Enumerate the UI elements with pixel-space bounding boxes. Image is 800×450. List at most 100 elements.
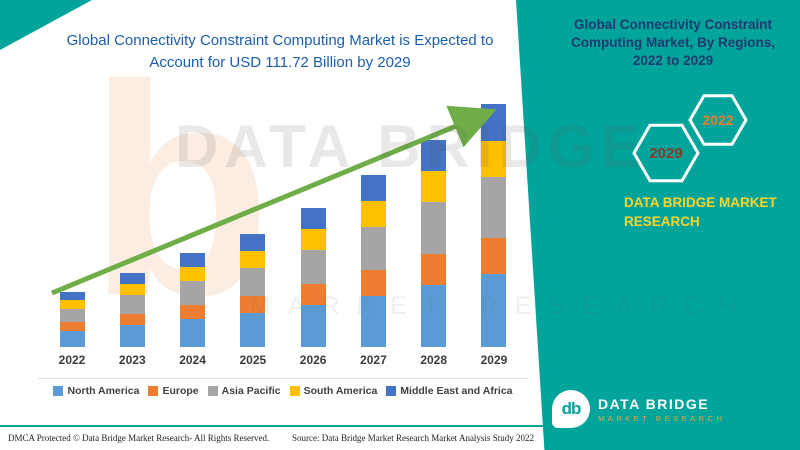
legend-label-europe: Europe [162, 385, 199, 397]
bar-2026 [285, 95, 341, 347]
bar-2029 [466, 95, 522, 347]
year-hexagons: 2029 2022 [632, 94, 748, 183]
bar-2028 [406, 95, 462, 347]
right-panel: Global Connectivity Constraint Computing… [516, 0, 800, 450]
bar-segment-south-america-2028 [421, 171, 447, 203]
bar-segment-europe-2022 [59, 322, 85, 331]
panel-heading: Global Connectivity Constraint Computing… [570, 17, 776, 69]
bar-segment-south-america-2026 [300, 228, 326, 250]
x-label-2025: 2025 [239, 353, 267, 367]
bar-segment-asia-pacific-2028 [421, 202, 447, 255]
chart-title: Global Connectivity Constraint Computing… [66, 32, 494, 71]
bar-stack-2024 [180, 253, 206, 347]
bar-segment-middle-east-and-africa-2025 [240, 234, 266, 252]
hexagon-year-2029: 2029 [649, 145, 682, 162]
bar-segment-south-america-2027 [360, 200, 386, 227]
bar-segment-north-america-2023 [119, 324, 145, 347]
bar-stack-2028 [421, 140, 447, 347]
bar-2024 [165, 95, 221, 347]
bar-segment-north-america-2022 [59, 330, 85, 347]
bar-segment-asia-pacific-2027 [360, 226, 386, 270]
legend-swatch-asia-pacific [207, 386, 218, 396]
legend-label-asia-pacific: Asia Pacific [221, 385, 281, 397]
dmca-notice: DMCA Protected © Data Bridge Market Rese… [8, 433, 270, 443]
corner-accent-triangle [0, 0, 92, 50]
legend-item-asia-pacific: Asia Pacific [207, 385, 281, 397]
bar-2023 [104, 95, 160, 347]
bar-segment-south-america-2024 [180, 267, 206, 282]
bar-segment-asia-pacific-2024 [180, 281, 206, 305]
hexagon-2029 [632, 123, 700, 183]
bar-segment-europe-2026 [300, 284, 326, 306]
logo-tagline: MARKET RESEARCH [598, 413, 726, 423]
x-label-2028: 2028 [420, 353, 448, 367]
bar-segment-south-america-2025 [240, 251, 266, 269]
bar-segment-asia-pacific-2022 [59, 308, 85, 323]
x-label-2024: 2024 [179, 353, 206, 367]
legend-item-north-america: North America [53, 385, 139, 397]
legend-label-south-america: South America [303, 385, 378, 397]
bar-segment-middle-east-and-africa-2026 [300, 207, 326, 229]
brand-text: DATA BRIDGE MARKET RESEARCH [624, 195, 777, 229]
bar-segment-north-america-2026 [300, 305, 326, 347]
x-label-2026: 2026 [299, 353, 327, 367]
bar-segment-middle-east-and-africa-2022 [59, 292, 85, 301]
bar-stack-2025 [240, 234, 266, 347]
legend-swatch-north-america [53, 386, 64, 396]
bar-segment-south-america-2029 [481, 140, 507, 178]
bar-segment-middle-east-and-africa-2028 [421, 140, 447, 172]
chart-area: 2022 2023 2024 2025 2026 2027 2028 2029 North A… [38, 95, 528, 407]
bar-segment-europe-2025 [240, 296, 266, 314]
bar-stack-2022 [59, 292, 85, 347]
x-label-2023: 2023 [118, 353, 146, 367]
legend-label-middle-east-and-africa: Middle East and Africa [400, 385, 513, 397]
logo-monogram-icon: db [552, 390, 590, 428]
bar-segment-south-america-2022 [59, 300, 85, 309]
x-label-2029: 2029 [480, 353, 508, 367]
logo-name: DATA BRIDGE [598, 395, 710, 412]
bar-2025 [225, 95, 281, 347]
bar-2027 [345, 95, 401, 347]
x-axis-labels: 2022 2023 2024 2025 2026 2027 2028 2029 [38, 353, 528, 367]
bar-segment-north-america-2028 [421, 285, 447, 347]
bar-segment-asia-pacific-2029 [481, 177, 507, 238]
bar-stack-2027 [360, 175, 386, 347]
bar-plot [38, 95, 528, 347]
bar-segment-europe-2028 [421, 254, 447, 286]
bar-segment-middle-east-and-africa-2024 [180, 253, 206, 268]
legend-item-south-america: South America [289, 385, 378, 397]
legend-label-north-america: North America [67, 385, 140, 397]
bar-segment-north-america-2025 [240, 313, 266, 347]
bar-segment-north-america-2024 [180, 319, 206, 347]
bar-segment-europe-2027 [360, 269, 386, 296]
bar-segment-asia-pacific-2026 [300, 249, 326, 285]
legend-swatch-south-america [289, 386, 300, 396]
hexagon-2022 [688, 94, 748, 146]
x-label-2027: 2027 [360, 353, 387, 367]
legend-item-middle-east-and-africa: Middle East and Africa [386, 385, 513, 397]
x-label-2022: 2022 [58, 353, 86, 367]
source-note: Source: Data Bridge Market Research Mark… [292, 433, 534, 443]
bar-segment-europe-2029 [481, 237, 507, 275]
logo-text: DATA BRIDGE MARKET RESEARCH [598, 396, 725, 423]
hexagon-year-2022: 2022 [702, 112, 733, 128]
bar-stack-2029 [481, 104, 507, 347]
chart-legend: North America Europe Asia Pacific South Ame… [38, 378, 528, 397]
bar-segment-middle-east-and-africa-2027 [360, 175, 386, 201]
bar-segment-europe-2024 [180, 304, 206, 319]
bar-segment-europe-2023 [119, 313, 145, 325]
bar-segment-north-america-2027 [360, 295, 386, 347]
bar-segment-middle-east-and-africa-2029 [481, 104, 507, 141]
bar-stack-2026 [300, 207, 326, 347]
legend-swatch-middle-east-and-africa [386, 386, 397, 396]
company-logo: db DATA BRIDGE MARKET RESEARCH [552, 390, 725, 428]
bar-segment-north-america-2029 [481, 274, 507, 347]
legend-item-europe: Europe [148, 385, 199, 397]
bar-segment-middle-east-and-africa-2023 [119, 273, 145, 285]
legend-swatch-europe [148, 386, 159, 396]
bar-stack-2023 [119, 273, 145, 347]
bar-segment-south-america-2023 [119, 284, 145, 296]
footer-divider [0, 425, 544, 427]
bar-2022 [44, 95, 100, 347]
